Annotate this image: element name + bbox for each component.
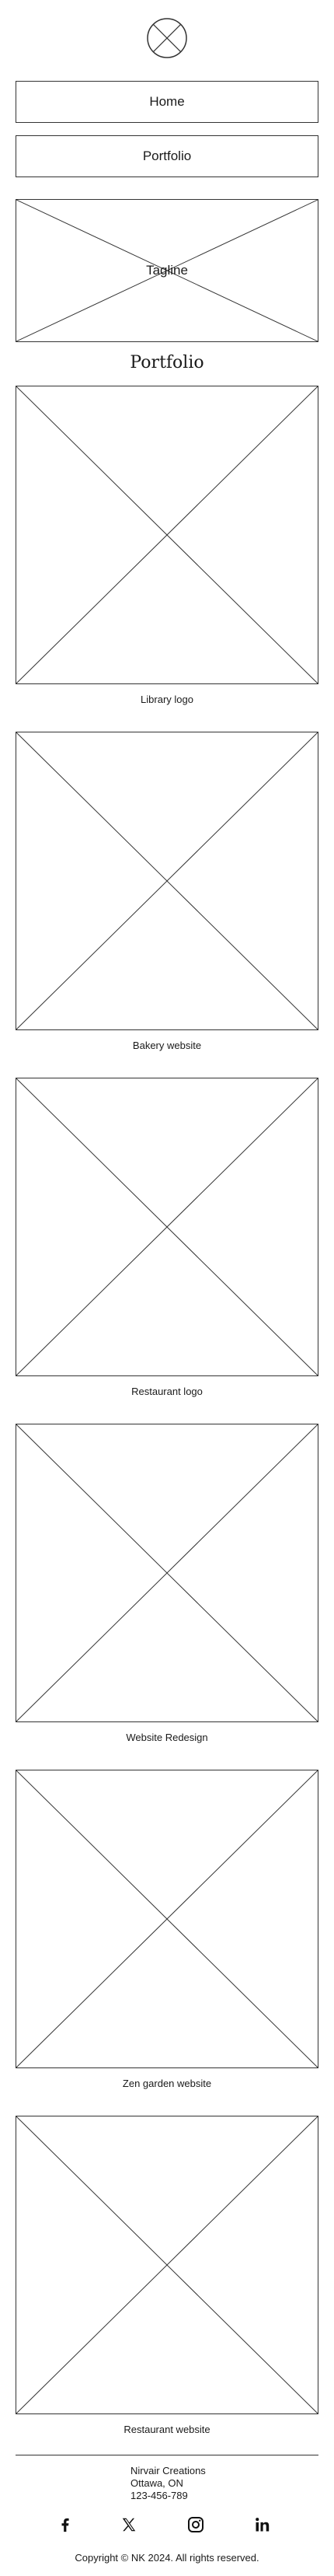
image-placeholder-icon xyxy=(16,386,318,683)
facebook-icon[interactable] xyxy=(54,2514,76,2536)
portfolio-item-caption: Library logo xyxy=(141,694,193,705)
portfolio-item-caption: Bakery website xyxy=(132,1040,202,1051)
image-placeholder-icon xyxy=(16,1078,318,1375)
nav-portfolio-button[interactable]: Portfolio xyxy=(16,135,318,177)
instagram-icon[interactable] xyxy=(185,2514,207,2536)
portfolio-item-image[interactable] xyxy=(16,386,318,684)
circle-x-logo-icon[interactable] xyxy=(146,17,188,59)
portfolio-item-image[interactable] xyxy=(16,1770,318,2068)
portfolio-item-image[interactable] xyxy=(16,2116,318,2414)
footer-company: Nirvair Creations xyxy=(130,2465,206,2476)
nav-home-label: Home xyxy=(149,94,185,109)
portfolio-item-caption: Restaurant logo xyxy=(131,1386,203,1397)
footer-copyright: Copyright © NK 2024. All rights reserved… xyxy=(75,2552,259,2564)
portfolio-item-image[interactable] xyxy=(16,1078,318,1376)
nav-portfolio-label: Portfolio xyxy=(142,149,192,163)
portfolio-item-caption: Website Redesign xyxy=(126,1732,208,1743)
footer-phone: 123-456-789 xyxy=(130,2490,188,2501)
portfolio-item-caption: Zen garden website xyxy=(122,2078,212,2089)
portfolio-item-image[interactable] xyxy=(16,732,318,1030)
x-twitter-icon[interactable] xyxy=(118,2514,140,2536)
linkedin-icon[interactable] xyxy=(252,2514,273,2536)
image-placeholder-icon xyxy=(16,732,318,1029)
image-placeholder-icon xyxy=(16,2116,318,2413)
portfolio-item-caption: Restaurant website xyxy=(124,2424,210,2435)
image-placeholder-icon xyxy=(16,1770,318,2067)
portfolio-item-image[interactable] xyxy=(16,1424,318,1722)
hero-tagline: Tagline xyxy=(146,263,188,278)
image-placeholder-icon xyxy=(16,200,318,341)
portfolio-title: Portfolio xyxy=(130,353,204,372)
image-placeholder-icon xyxy=(16,1424,318,1721)
hero-banner: Tagline xyxy=(16,199,318,342)
footer-location: Ottawa, ON xyxy=(130,2477,183,2489)
nav-home-button[interactable]: Home xyxy=(16,81,318,123)
